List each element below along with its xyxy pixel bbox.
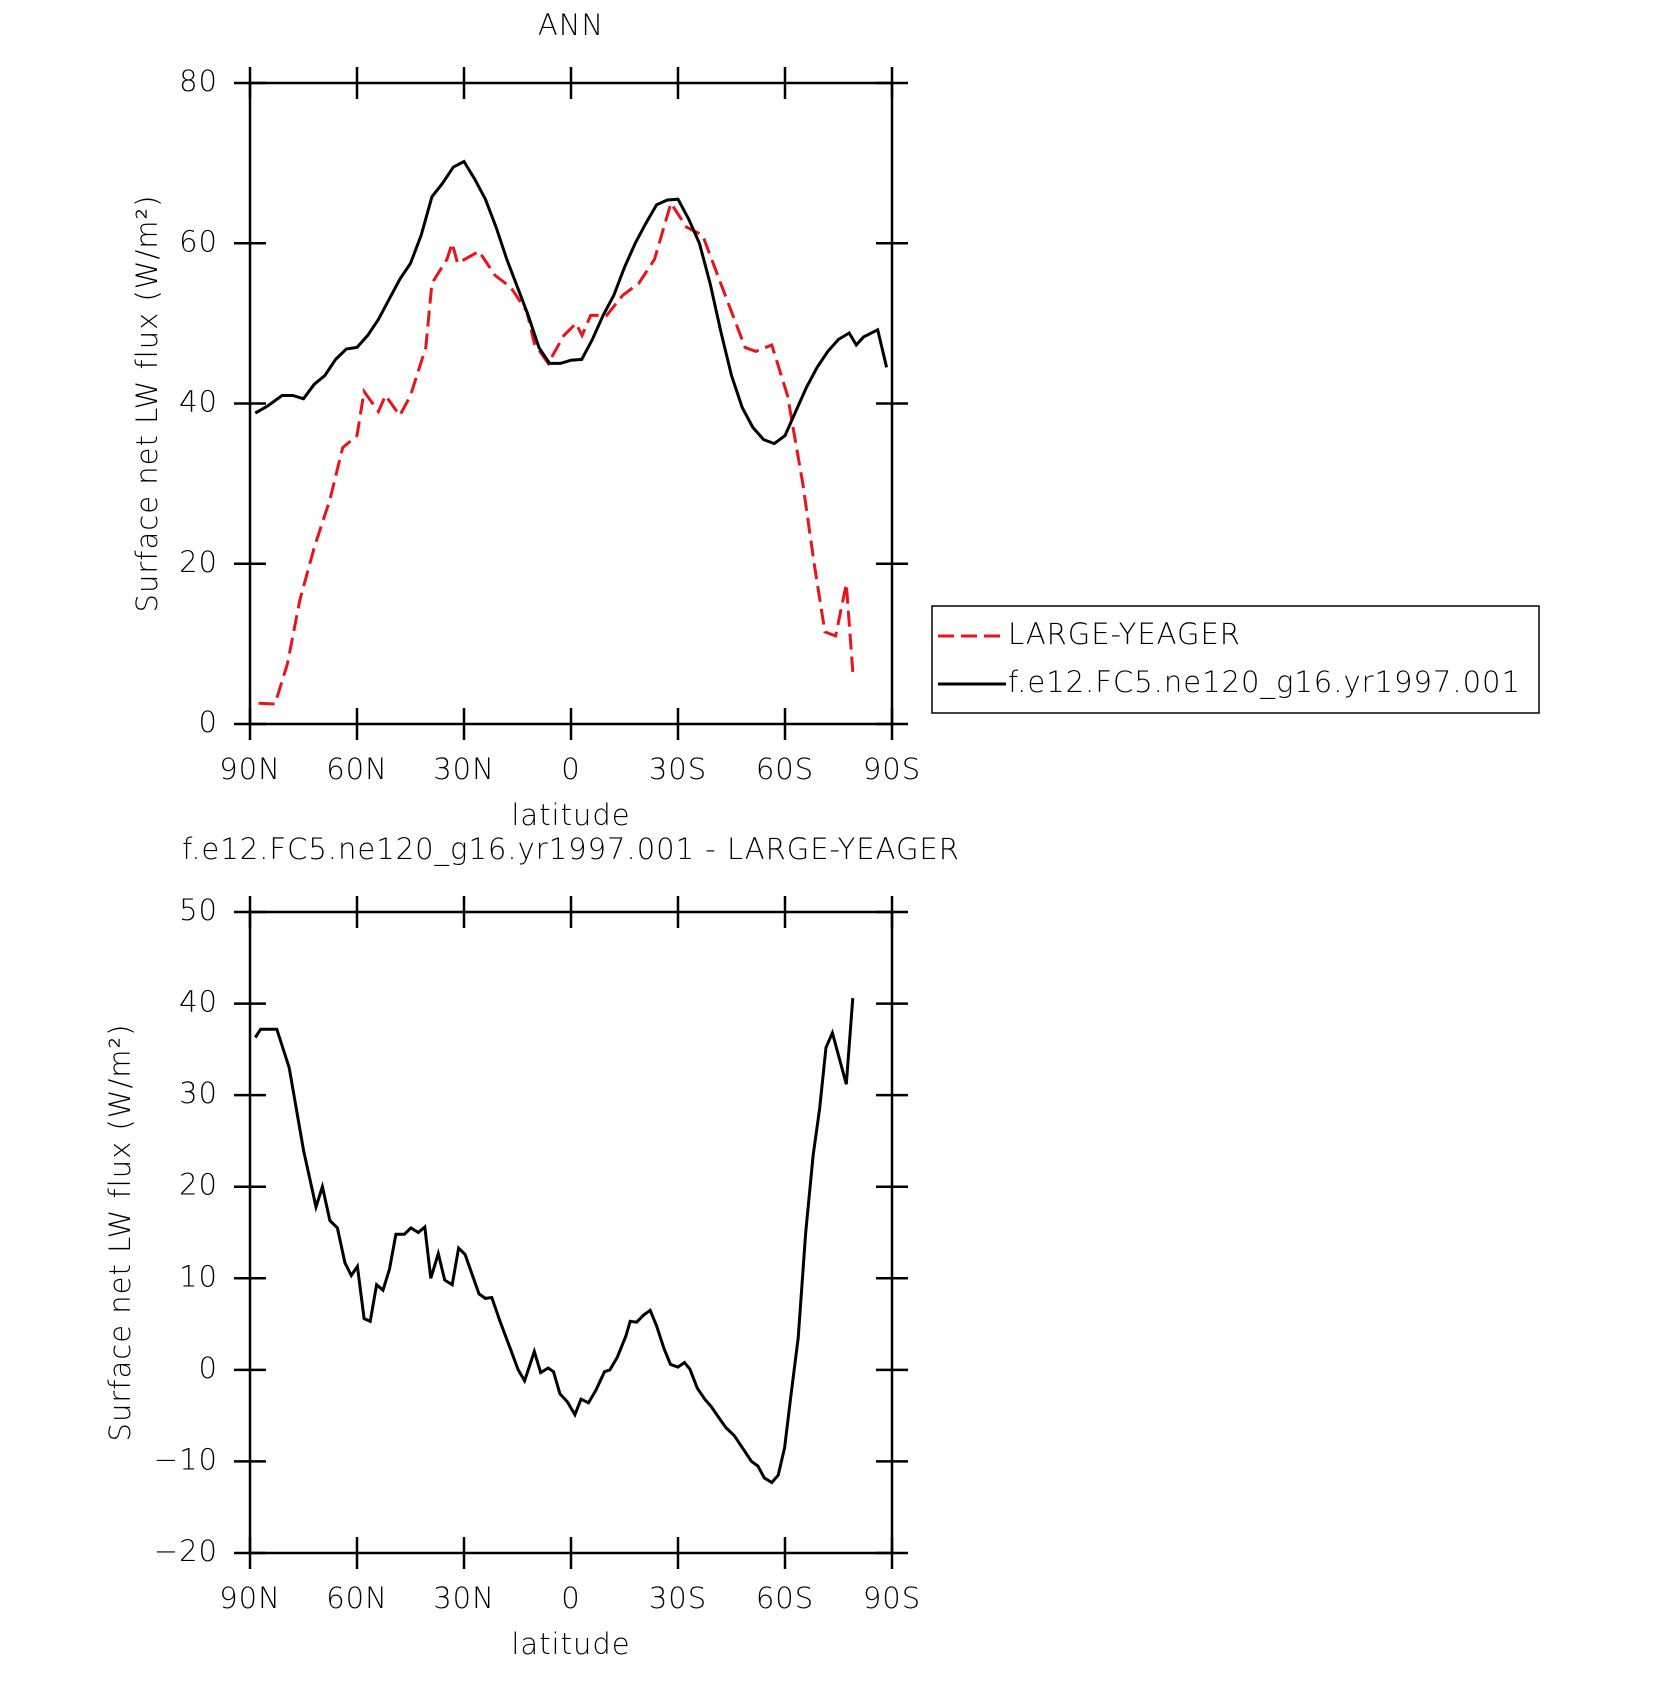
x-tick-label: 60N	[326, 752, 388, 786]
x-tick-label: 30N	[433, 1581, 495, 1615]
chart-title: ANN	[538, 8, 604, 42]
legend-label: LARGE-YEAGER	[1008, 617, 1241, 651]
x-tick-label: 30S	[649, 752, 707, 786]
series-line	[254, 159, 889, 446]
y-tick-label: 60	[179, 224, 218, 258]
y-tick-label: 30	[179, 1076, 218, 1110]
x-tick-label: 0	[561, 1581, 580, 1615]
y-axis-label: Surface net LW flux (W/m²)	[130, 195, 164, 613]
x-tick-label: 90N	[219, 1581, 281, 1615]
x-tick-label: 60N	[326, 1581, 388, 1615]
y-tick-label: 20	[179, 545, 218, 579]
y-tick-label: 80	[179, 64, 218, 98]
y-tick-label: 40	[179, 985, 218, 1019]
series-line	[258, 199, 855, 706]
y-tick-label: 0	[199, 1351, 218, 1385]
y-tick-label: 50	[179, 893, 218, 927]
y-tick-label: −20	[154, 1534, 218, 1568]
x-tick-label: 90S	[863, 1581, 921, 1615]
x-tick-label: 60S	[756, 752, 814, 786]
y-tick-label: 10	[179, 1259, 218, 1293]
plot-frame	[248, 81, 894, 726]
y-tick-label: 20	[179, 1168, 218, 1202]
x-tick-label: 30S	[649, 1581, 707, 1615]
x-tick-label: 90S	[863, 752, 921, 786]
legend-box	[931, 605, 1540, 714]
x-axis-label: latitude	[511, 1627, 630, 1661]
y-tick-label: 40	[179, 385, 218, 419]
legend-label: f.e12.FC5.ne120_g16.yr1997.001	[1008, 665, 1521, 700]
x-axis-label: latitude	[511, 798, 630, 832]
x-tick-label: 0	[561, 752, 580, 786]
y-tick-label: −10	[154, 1442, 218, 1476]
plot-frame	[248, 910, 894, 1555]
series-line	[254, 997, 855, 1485]
chart-title: f.e12.FC5.ne120_g16.yr1997.001 - LARGE-Y…	[182, 832, 960, 867]
x-tick-label: 60S	[756, 1581, 814, 1615]
x-tick-label: 90N	[219, 752, 281, 786]
y-axis-label: Surface net LW flux (W/m²)	[103, 1024, 137, 1442]
y-tick-label: 0	[199, 705, 218, 739]
x-tick-label: 30N	[433, 752, 495, 786]
